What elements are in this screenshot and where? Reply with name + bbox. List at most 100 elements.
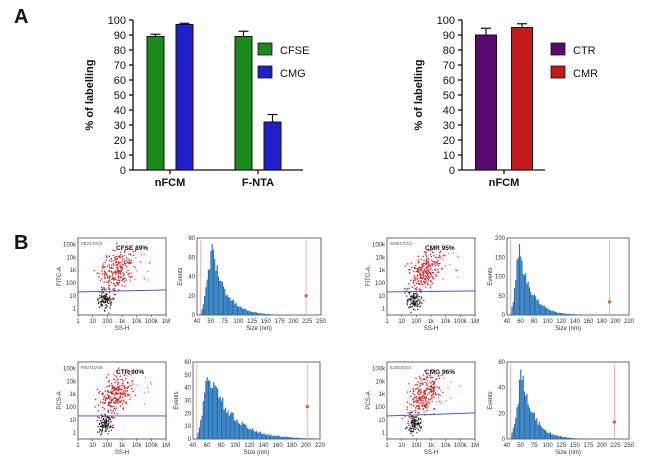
x-tick-label: 50 xyxy=(207,319,214,325)
x-tick-label: 10k xyxy=(132,319,143,325)
y-tick-label: 1 xyxy=(73,431,77,437)
y-tick-label: 20 xyxy=(443,135,455,147)
y-tick-label: 10 xyxy=(69,294,76,300)
x-tick-label: 50 xyxy=(517,443,524,449)
y-tick-label: 10k xyxy=(375,379,386,385)
x-tick-label: 1 xyxy=(76,319,80,325)
percentage-annotation: CFSE 89% xyxy=(116,245,148,252)
x-tick-label: 125 xyxy=(556,443,567,449)
x-tick-label: 200 xyxy=(610,319,621,325)
x-tick-label: 140 xyxy=(570,319,581,325)
x-tick-label: 1k xyxy=(119,319,126,325)
legend-label: CFSE xyxy=(280,45,309,57)
y-tick-label: 50 xyxy=(443,90,455,102)
y-tick-label: 10k xyxy=(66,379,77,385)
y-tick-label: 10 xyxy=(114,150,126,162)
y-tick-label: 20 xyxy=(498,411,505,417)
y-tick-label: 40 xyxy=(443,105,455,117)
x-tick-label: 200 xyxy=(597,443,608,449)
x-tick-label: 1k xyxy=(428,319,435,325)
y-tick-label: 0 xyxy=(502,437,506,443)
x-tick-label: 100 xyxy=(543,443,554,449)
y-tick-label: 50 xyxy=(498,294,505,300)
x-tick-label: 1M xyxy=(162,319,170,325)
x-tick-label: 1M xyxy=(471,443,479,449)
y-axis-label: Events xyxy=(174,391,180,409)
y-tick-label: 1 xyxy=(382,431,386,437)
y-axis-label: Events xyxy=(488,267,494,285)
y-tick-label: 20 xyxy=(184,411,191,417)
x-tick-label: 220 xyxy=(624,319,635,325)
y-tick-label: 1k xyxy=(379,392,386,398)
histogram-bars xyxy=(196,377,318,439)
y-axis-label: % of labelling xyxy=(84,60,96,131)
sample-id: FB2170V3 xyxy=(81,241,103,246)
y-tick-label: 60 xyxy=(498,360,505,366)
y-tick-label: 30 xyxy=(443,120,455,132)
y-tick-label: 60 xyxy=(114,75,126,87)
category-label: F-NTA xyxy=(242,177,274,189)
x-tick-label: 100 xyxy=(411,443,422,449)
x-tick-label: 175 xyxy=(583,443,594,449)
x-tick-label: 120 xyxy=(244,443,255,449)
x-tick-label: 225 xyxy=(610,443,621,449)
x-tick-label: 250 xyxy=(624,443,635,449)
x-tick-label: 10 xyxy=(89,319,96,325)
y-axis-label: PCS-A xyxy=(366,391,372,409)
y-tick-label: 10 xyxy=(69,418,76,424)
x-tick-label: 150 xyxy=(570,443,581,449)
x-tick-label: 200 xyxy=(288,319,299,325)
y-axis-label: PCS-A xyxy=(57,391,63,409)
y-tick-label: 150 xyxy=(495,255,506,261)
y-axis-label: FITC-A xyxy=(366,267,372,286)
category-label: nFCM xyxy=(489,177,520,189)
y-tick-label: 100k xyxy=(63,366,77,372)
x-axis-label: SS-H xyxy=(424,326,438,332)
y-tick-label: 10 xyxy=(443,150,455,162)
x-tick-label: 100k xyxy=(145,443,159,449)
gate-marker-point xyxy=(612,420,616,424)
y-tick-label: 30 xyxy=(114,120,126,132)
x-tick-label: 200 xyxy=(301,443,312,449)
percentage-annotation: CTR 90% xyxy=(116,369,144,376)
legend-swatch xyxy=(257,65,273,79)
y-axis-label: % of labelling xyxy=(413,60,425,131)
legend-swatch xyxy=(257,42,273,56)
y-tick-label: 50 xyxy=(184,373,191,379)
x-tick-label: 220 xyxy=(315,443,326,449)
y-tick-label: 40 xyxy=(498,386,505,392)
x-tick-label: 175 xyxy=(275,319,286,325)
y-tick-label: 100 xyxy=(66,281,77,287)
gate-marker-point xyxy=(607,300,612,304)
legend-swatch xyxy=(550,42,566,56)
x-tick-label: 100k xyxy=(454,443,468,449)
y-tick-label: 60 xyxy=(184,360,191,366)
x-tick-label: 80 xyxy=(531,319,538,325)
y-tick-label: 80 xyxy=(443,45,455,57)
x-tick-label: 100 xyxy=(233,319,244,325)
y-tick-label: 10 xyxy=(378,418,385,424)
x-tick-label: 75 xyxy=(221,319,228,325)
x-tick-label: 125 xyxy=(247,319,258,325)
y-tick-label: 100 xyxy=(66,405,77,411)
y-tick-label: 70 xyxy=(443,60,455,72)
x-tick-label: 140 xyxy=(259,443,270,449)
x-axis-label: Size (nm) xyxy=(244,450,270,456)
y-tick-label: 0 xyxy=(120,165,126,177)
y-tick-label: 1k xyxy=(379,268,386,274)
x-tick-label: 180 xyxy=(287,443,298,449)
y-tick-label: 100k xyxy=(372,242,386,248)
histogram-bars xyxy=(510,369,586,439)
x-tick-label: 75 xyxy=(531,443,538,449)
y-tick-label: 100 xyxy=(495,275,506,281)
y-tick-label: 100 xyxy=(375,281,386,287)
x-tick-label: 100 xyxy=(230,443,241,449)
x-tick-label: 250 xyxy=(316,319,327,325)
x-axis-label: Size (nm) xyxy=(555,326,581,332)
gate-marker-point xyxy=(304,294,308,298)
x-tick-label: 100 xyxy=(411,319,422,325)
dot-cloud xyxy=(404,248,460,314)
x-tick-label: 100k xyxy=(454,319,468,325)
x-tick-label: 1 xyxy=(385,319,389,325)
